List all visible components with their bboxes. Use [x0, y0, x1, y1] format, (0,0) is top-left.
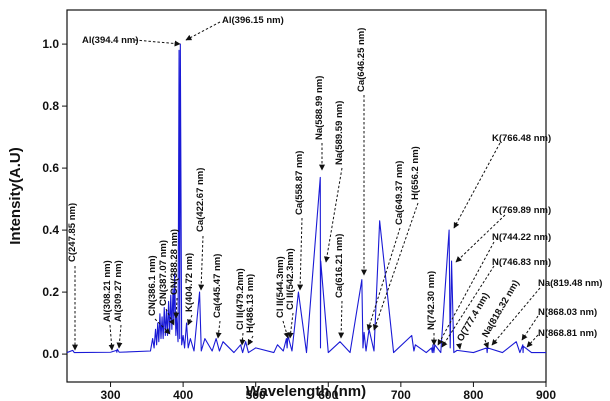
x-tick-label: 600 [318, 388, 338, 401]
annotation: N(746.83 nm) [492, 257, 551, 268]
annotation-arrow [173, 297, 180, 319]
annotation-arrow [134, 39, 181, 47]
annotation-arrow [366, 227, 401, 331]
annotation-arrow [437, 241, 495, 346]
x-axis-label: Wavelength (nm) [246, 383, 366, 400]
annotation: N(868.03 nm) [538, 307, 597, 318]
annotation-arrow [116, 324, 123, 349]
annotation: Cl II(542.3nm) [285, 248, 296, 310]
annotation-arrow [247, 335, 254, 346]
y-tick-label: 1.0 [42, 37, 59, 51]
annotation: N(868.81 nm) [538, 328, 597, 339]
annotation: K(769.89 nm) [492, 205, 551, 216]
annotation: N(744.22 nm) [492, 232, 551, 243]
annotation: C(247.85 nm) [67, 203, 78, 262]
annotation: Ca(646.25 nm) [356, 28, 367, 92]
annotation-arrow [338, 300, 345, 339]
annotation: Na(589.59 nm) [334, 101, 345, 165]
annotation-arrow [297, 217, 304, 291]
annotation-arrow [526, 334, 539, 348]
annotation-arrow [282, 320, 290, 339]
annotation-arrow [187, 314, 193, 326]
annotation-arrow [455, 214, 506, 263]
annotation-arrow [108, 324, 115, 351]
annotation: Ca(422.67 nm) [195, 168, 206, 232]
annotation-arrow [455, 343, 462, 350]
annotation: Cl II(479.2nm) [235, 268, 246, 330]
annotation-arrow [239, 332, 246, 346]
annotation-arrow [491, 287, 541, 346]
annotation-arrow [521, 315, 539, 341]
annotation-arrow [483, 339, 489, 349]
x-tick-label: 900 [536, 388, 556, 401]
x-tick-label: 400 [173, 388, 193, 401]
annotation: Na(819.48 nm) [538, 278, 602, 289]
annotation: Al(394.4 nm) [82, 35, 139, 46]
y-tick-label: 0.4 [42, 223, 59, 237]
x-tick-label: 300 [101, 388, 121, 401]
y-tick-label: 0.8 [42, 99, 59, 113]
annotation: H(656.2 nm) [410, 146, 421, 200]
spectrum-line [66, 43, 546, 354]
annotation-arrow [198, 235, 205, 291]
annotation: Ca(558.87 nm) [294, 151, 305, 215]
annotation: Al(309.27 nm) [113, 260, 124, 322]
annotation: H(486.13 nm) [245, 274, 256, 333]
annotation: Ca(616.21 nm) [334, 234, 345, 298]
annotation: CN(387.07 nm) [158, 240, 169, 306]
annotation-arrow [165, 308, 175, 326]
y-axis-label: Intensity(A.U) [7, 147, 24, 245]
annotation: Al(308.21 nm) [102, 260, 113, 322]
annotation: K(404.72 nm) [184, 253, 195, 312]
y-tick-label: 0.0 [42, 347, 59, 361]
annotation-arrow [215, 320, 222, 339]
annotation: N(742.30 nm) [426, 271, 437, 330]
annotation: Al(396.15 nm) [222, 15, 284, 26]
y-tick-label: 0.6 [42, 161, 59, 175]
annotation: Na(588.99 nm) [314, 76, 325, 140]
annotation-arrow [154, 318, 171, 335]
annotation-arrow [185, 21, 221, 41]
annotation-arrow [323, 167, 343, 263]
x-tick-label: 800 [463, 388, 483, 401]
annotation: Ca(445.47 nm) [212, 254, 223, 318]
annotation: Na(818.32 nm) [480, 278, 522, 339]
x-tick-label: 700 [391, 388, 411, 401]
annotation: Ca(649.37 nm) [394, 161, 405, 225]
plot-frame [66, 9, 547, 383]
annotation: CN(386.1 nm) [147, 255, 158, 316]
annotation-arrow [287, 312, 294, 339]
annotation: Cl II(544.3nm) [275, 256, 286, 318]
annotation: CN(388.28 nm) [169, 229, 180, 295]
annotation: K(766.48 nm) [492, 133, 551, 144]
y-tick-label: 0.2 [42, 285, 59, 299]
x-tick-label: 500 [246, 388, 266, 401]
